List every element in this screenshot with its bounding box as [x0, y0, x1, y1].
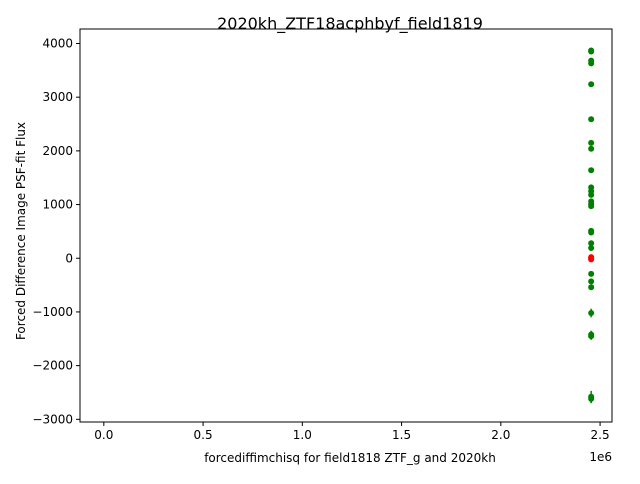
data-point	[588, 191, 595, 198]
data-point	[588, 310, 595, 317]
data-point	[588, 167, 595, 174]
data-point	[588, 284, 595, 291]
y-tick-label: −2000	[32, 359, 73, 373]
y-tick-label: 1000	[42, 198, 73, 212]
x-tick-label: 1.0	[293, 428, 312, 442]
y-tick-label: −1000	[32, 305, 73, 319]
data-point	[588, 245, 595, 252]
plot-area-frame	[79, 28, 613, 423]
data-point	[588, 333, 595, 340]
y-tick-label: 0	[65, 251, 73, 265]
x-tick-label: 2.0	[491, 428, 510, 442]
data-point	[588, 145, 595, 152]
y-tick-label: 3000	[42, 90, 73, 104]
x-axis-label: forcediffimchisq for field1818 ZTF_g and…	[204, 451, 496, 465]
data-point	[588, 60, 595, 67]
x-axis-offset-label: 1e6	[589, 450, 612, 464]
x-tick-label: 0.5	[194, 428, 213, 442]
x-axis-ticks: 0.0 0.5 1.0 1.5 2.0 2.5	[94, 422, 610, 442]
y-tick-label: 2000	[42, 144, 73, 158]
x-tick-label: 1.5	[392, 428, 411, 442]
data-point	[588, 395, 595, 402]
data-point	[588, 256, 595, 263]
y-tick-label: 4000	[42, 36, 73, 50]
y-tick-label: −3000	[32, 412, 73, 426]
data-points	[588, 47, 595, 404]
data-point	[588, 270, 595, 277]
chart-title: 2020kh_ZTF18acphbyf_field1819	[217, 14, 483, 34]
data-point	[588, 229, 595, 236]
y-axis-ticks: −3000 −2000 −1000 0 1000 2000 3000 4000	[32, 36, 80, 426]
data-point	[588, 278, 595, 285]
data-point	[588, 81, 595, 88]
data-point	[588, 116, 595, 123]
data-point	[588, 139, 595, 146]
data-point	[588, 240, 595, 247]
data-point	[588, 203, 595, 210]
data-point	[588, 48, 595, 55]
x-tick-label: 0.0	[94, 428, 113, 442]
x-tick-label: 2.5	[591, 428, 610, 442]
y-axis-label: Forced Difference Image PSF-fit Flux	[14, 122, 28, 340]
